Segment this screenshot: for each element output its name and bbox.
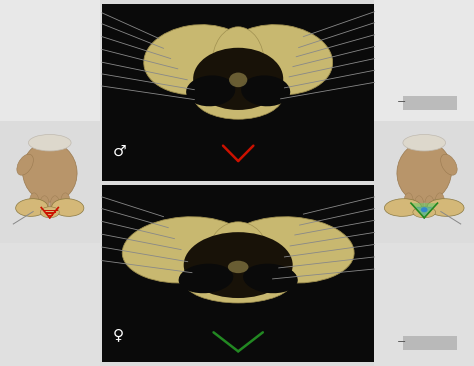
Ellipse shape — [413, 207, 436, 218]
Ellipse shape — [224, 25, 333, 95]
Ellipse shape — [40, 196, 49, 214]
Ellipse shape — [403, 134, 446, 151]
Ellipse shape — [179, 264, 233, 293]
Ellipse shape — [16, 199, 48, 216]
Ellipse shape — [144, 25, 252, 95]
Polygon shape — [416, 207, 433, 216]
FancyBboxPatch shape — [374, 0, 474, 121]
Ellipse shape — [193, 72, 283, 119]
Ellipse shape — [441, 154, 457, 175]
FancyBboxPatch shape — [0, 243, 100, 366]
FancyBboxPatch shape — [102, 4, 374, 181]
Ellipse shape — [209, 222, 267, 284]
Text: ♀: ♀ — [112, 327, 123, 342]
Ellipse shape — [414, 196, 424, 214]
FancyBboxPatch shape — [0, 0, 100, 121]
Ellipse shape — [404, 193, 413, 211]
Ellipse shape — [427, 199, 464, 216]
Ellipse shape — [186, 75, 235, 106]
Ellipse shape — [384, 199, 421, 216]
Ellipse shape — [241, 75, 290, 106]
Ellipse shape — [122, 217, 250, 283]
Ellipse shape — [228, 261, 248, 273]
Text: ♂: ♂ — [112, 144, 126, 159]
Polygon shape — [411, 203, 438, 218]
Ellipse shape — [243, 264, 298, 293]
Ellipse shape — [52, 199, 84, 216]
Ellipse shape — [229, 72, 247, 87]
Ellipse shape — [50, 196, 60, 214]
Ellipse shape — [29, 193, 39, 211]
Text: −: − — [397, 97, 407, 108]
Ellipse shape — [425, 196, 434, 214]
FancyBboxPatch shape — [403, 336, 457, 350]
Ellipse shape — [193, 48, 283, 110]
Ellipse shape — [22, 142, 77, 202]
Ellipse shape — [183, 232, 292, 298]
Ellipse shape — [183, 259, 292, 303]
Ellipse shape — [156, 38, 220, 74]
Ellipse shape — [28, 134, 71, 151]
FancyBboxPatch shape — [102, 185, 374, 362]
Text: −: − — [397, 337, 407, 347]
FancyBboxPatch shape — [374, 243, 474, 366]
Ellipse shape — [61, 193, 70, 211]
FancyBboxPatch shape — [403, 96, 457, 110]
Ellipse shape — [17, 154, 33, 175]
Ellipse shape — [397, 142, 452, 202]
Ellipse shape — [212, 27, 264, 100]
Ellipse shape — [139, 229, 214, 264]
Ellipse shape — [421, 207, 428, 212]
Ellipse shape — [40, 207, 59, 218]
Ellipse shape — [435, 193, 445, 211]
Ellipse shape — [227, 217, 354, 283]
